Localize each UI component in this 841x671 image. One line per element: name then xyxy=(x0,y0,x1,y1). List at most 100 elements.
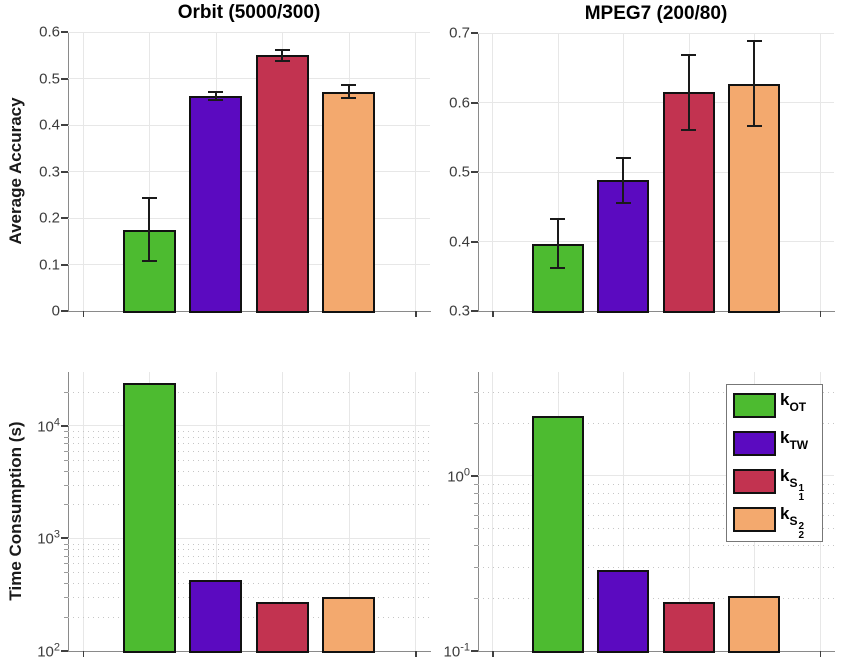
gridline-minor xyxy=(478,514,834,516)
y-axis-minor-tick xyxy=(474,391,478,393)
panel-title-mpeg7: MPEG7 (200/80) xyxy=(584,3,728,24)
error-bar-line xyxy=(753,41,756,127)
y-axis-minor-tick xyxy=(64,555,68,557)
y-axis-minor-tick xyxy=(64,470,68,472)
y-tick-label: 0.3 xyxy=(449,302,470,320)
gridline-vertical xyxy=(282,372,284,651)
y-axis-tick xyxy=(61,537,68,540)
y-axis-minor-tick xyxy=(474,567,478,569)
y-axis-tick xyxy=(61,77,68,80)
gridline-minor xyxy=(68,555,430,557)
error-bar-cap-bottom xyxy=(681,128,697,131)
bar-k_S2 xyxy=(322,91,376,313)
error-bar-line xyxy=(214,91,217,100)
gridline-minor xyxy=(68,543,430,545)
gridline-horizontal xyxy=(68,537,430,539)
legend-label-k_TW: kTW xyxy=(780,428,809,452)
gridline-horizontal xyxy=(478,32,834,34)
x-axis-tick xyxy=(82,651,85,657)
y-tick-label: 0.5 xyxy=(39,70,60,87)
bar-k_OT xyxy=(122,382,176,653)
error-bar-cap-bottom xyxy=(274,60,290,63)
y-axis-tick xyxy=(471,32,478,34)
bar-k_S2 xyxy=(727,596,781,653)
gridline-horizontal xyxy=(68,425,430,427)
y-axis-tick xyxy=(61,310,68,312)
gridline-minor xyxy=(478,492,834,494)
gridline-horizontal xyxy=(68,171,430,172)
gridline-minor xyxy=(478,422,834,424)
y-axis-minor-tick xyxy=(474,598,478,600)
bar-k_S1 xyxy=(662,602,715,653)
panel-orbit-time xyxy=(68,372,431,652)
y-axis-minor-tick xyxy=(474,483,478,485)
bar-k_TW xyxy=(189,95,243,313)
error-bar-cap-top xyxy=(615,157,631,160)
y-tick-label: 0.1 xyxy=(39,256,60,273)
legend-swatch-k_S2 xyxy=(733,507,776,532)
gridline-vertical xyxy=(82,372,84,651)
gridline-horizontal xyxy=(68,264,430,265)
gridline-minor xyxy=(68,549,430,551)
legend-swatch-k_TW xyxy=(733,431,776,456)
gridline-minor xyxy=(68,504,430,506)
error-bar-line xyxy=(622,158,625,203)
gridline-vertical xyxy=(623,372,625,651)
ylabel-time-consumption: Time Consumption (s) xyxy=(6,421,25,601)
error-bar-cap-bottom xyxy=(341,97,357,100)
error-bar-line xyxy=(347,85,350,99)
gridline-minor xyxy=(478,502,834,504)
y-axis-minor-tick xyxy=(474,514,478,516)
error-bar-cap-bottom xyxy=(615,201,631,204)
y-tick-label: 0.4 xyxy=(39,116,60,134)
error-bar-cap-top xyxy=(550,218,566,221)
gridline-minor xyxy=(478,598,834,600)
error-bar-cap-bottom xyxy=(550,266,566,269)
y-axis-tick xyxy=(471,310,478,312)
error-bar-cap-bottom xyxy=(141,260,157,263)
error-bar-cap-bottom xyxy=(746,125,762,128)
gridline-vertical xyxy=(415,372,417,651)
gridline-horizontal xyxy=(68,31,430,33)
gridline-horizontal xyxy=(478,102,834,103)
gridline-minor xyxy=(68,617,430,619)
y-axis-tick xyxy=(61,124,68,126)
y-axis-minor-tick xyxy=(64,549,68,551)
x-axis-tick xyxy=(82,311,85,317)
gridline-minor xyxy=(68,563,430,565)
y-axis-tick xyxy=(61,650,68,652)
error-bar-cap-bottom xyxy=(208,98,224,101)
y-axis-minor-tick xyxy=(64,617,68,619)
y-axis-tick xyxy=(471,650,478,652)
gridline-vertical xyxy=(492,372,494,651)
y-tick-label: 0.3 xyxy=(39,163,60,180)
gridline-horizontal xyxy=(68,124,430,126)
y-axis-minor-tick xyxy=(474,502,478,504)
gridline-minor xyxy=(68,430,430,432)
x-axis-tick xyxy=(819,311,822,317)
gridline-vertical xyxy=(215,372,217,651)
y-tick-label: 0.2 xyxy=(39,209,60,227)
y-axis-minor-tick xyxy=(474,422,478,424)
y-tick-label: 0.4 xyxy=(449,233,470,250)
y-axis-minor-tick xyxy=(474,492,478,494)
y-axis-tick xyxy=(471,240,478,243)
y-axis-minor-tick xyxy=(64,504,68,506)
y-axis-tick xyxy=(61,31,68,33)
y-axis-minor-tick xyxy=(64,583,68,585)
panel-mpeg7-accuracy xyxy=(478,33,835,312)
bar-k_S1 xyxy=(255,55,309,313)
gridline-minor xyxy=(478,483,834,485)
legend-label-k_OT: kOT xyxy=(780,390,807,414)
error-bar-line xyxy=(148,198,151,262)
y-axis-tick xyxy=(61,217,68,219)
gridline-horizontal xyxy=(478,171,834,173)
y-tick-label: 103 xyxy=(37,528,60,548)
error-bar-line xyxy=(556,219,559,268)
legend: kOT kTW kS 1 1 kS 2 2 xyxy=(726,384,823,542)
gridline-minor xyxy=(68,436,430,438)
x-axis-tick xyxy=(819,651,822,657)
error-bar-cap-top xyxy=(141,197,157,200)
error-bar-line xyxy=(687,54,690,130)
